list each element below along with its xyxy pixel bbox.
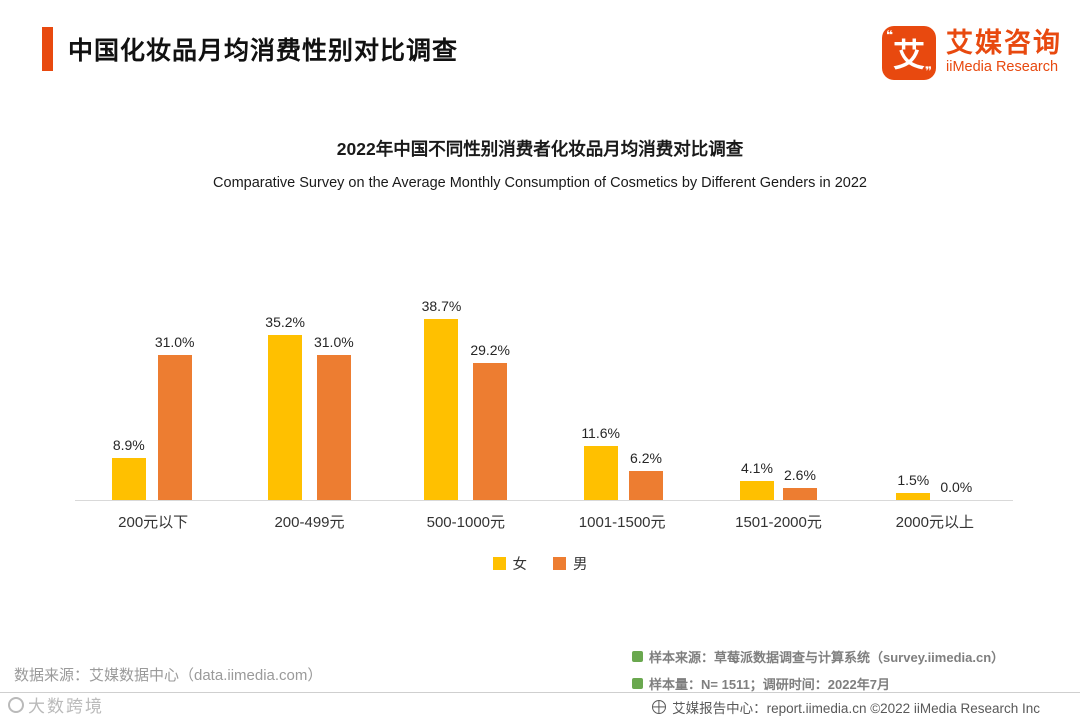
chart-title: 2022年中国不同性别消费者化妆品月均消费对比调查 [336, 139, 744, 159]
sample-notes: 样本来源：草莓派数据调查与计算系统（survey.iimedia.cn） 样本量… [632, 647, 1004, 701]
footer-text: 艾媒报告中心：report.iimedia.cn ©2022 iiMedia R… [672, 700, 1040, 716]
bar-女 [268, 335, 303, 500]
bar-group: 35.2% 31.0% 200-499元 [231, 295, 387, 532]
sample-size-text: 样本量：N= 1511；调研时间：2022年7月 [649, 677, 890, 692]
bar-wrap: 0.0% [939, 479, 973, 500]
chart-legend: 女男 [0, 553, 1080, 574]
bar-value-label: 31.0% [313, 334, 354, 350]
bar-女 [424, 319, 459, 500]
sample-source-line: 样本来源：草莓派数据调查与计算系统（survey.iimedia.cn） [632, 647, 1004, 666]
bar-wrap: 38.7% [421, 298, 462, 500]
logo-name-cn: 艾媒咨询 [946, 28, 1062, 59]
logo-glyph: 艾 [892, 37, 925, 73]
bar-value-label: 29.2% [470, 342, 511, 358]
legend-item-女: 女 [492, 553, 528, 574]
title-accent-bar [42, 27, 53, 71]
bar-value-label: 11.6% [581, 425, 620, 441]
bar-女 [896, 493, 931, 500]
bar-男 [782, 488, 817, 500]
bar-value-label: 38.7% [421, 298, 462, 314]
category-label: 500-1000元 [426, 514, 506, 531]
chart-subtitle: Comparative Survey on the Average Monthl… [213, 175, 867, 191]
bar-group: 4.1% 2.6% 1501-2000元 [700, 295, 856, 532]
report-footer: 艾媒报告中心：report.iimedia.cn ©2022 iiMedia R… [0, 692, 1080, 720]
bar-男 [157, 355, 192, 500]
legend-label: 女 [512, 557, 528, 573]
bar-value-label: 35.2% [265, 314, 305, 330]
bar-wrap: 29.2% [470, 342, 510, 500]
iimedia-logo-icon: 艾 [882, 26, 936, 80]
bar-男 [473, 363, 508, 500]
legend-label: 男 [573, 557, 588, 573]
logo-text: 艾媒咨询 iiMedia Research [946, 29, 1062, 76]
category-label: 1001-1500元 [578, 514, 666, 531]
bar-男 [628, 471, 663, 500]
globe-icon [652, 699, 667, 714]
category-label: 2000元以上 [895, 514, 974, 531]
iimedia-logo: 艾 艾媒咨询 iiMedia Research [882, 26, 1062, 80]
data-source-note: 数据来源：艾媒数据中心（data.iimedia.com） [14, 667, 323, 684]
bar-wrap: 35.2% [265, 314, 305, 500]
bar-group: 11.6% 6.2% 1001-1500元 [544, 295, 700, 532]
chart-header: 2022年中国不同性别消费者化妆品月均消费对比调查 Comparative Su… [0, 136, 1080, 191]
category-label: 200元以下 [118, 514, 189, 531]
sample-source-text: 样本来源：草莓派数据调查与计算系统（survey.iimedia.cn） [649, 650, 1005, 665]
bar-value-label: 4.1% [741, 460, 773, 476]
bar-value-label: 1.5% [897, 472, 930, 488]
logo-name-en: iiMedia Research [946, 59, 1059, 76]
category-label: 1501-2000元 [735, 514, 822, 531]
bar-value-label: 31.0% [154, 334, 195, 350]
bar-chart: 8.9% 31.0% 200元以下 35.2% 31.0% 200-499元 38.7% 29… [75, 295, 1013, 532]
bar-group: 1.5% 0.0% 2000元以上 [857, 295, 1013, 532]
watermark-icon [8, 696, 24, 713]
bar-wrap: 4.1% [739, 460, 774, 500]
bar-wrap: 1.5% [896, 472, 931, 500]
footer-text-wrap: 艾媒报告中心：report.iimedia.cn ©2022 iiMedia R… [652, 697, 1040, 717]
bar-wrap: 31.0% [314, 334, 354, 500]
bar-wrap: 31.0% [155, 334, 195, 500]
bar-女 [739, 481, 774, 500]
x-axis-line [75, 500, 1013, 501]
bar-value-label: 0.0% [940, 479, 973, 495]
bar-value-label: 6.2% [630, 450, 662, 466]
bar-value-label: 2.6% [784, 467, 816, 483]
bar-value-label: 8.9% [112, 437, 145, 453]
bar-wrap: 11.6% [581, 425, 620, 500]
bar-男 [316, 355, 351, 500]
note-icon [632, 651, 643, 662]
bar-女 [583, 446, 618, 500]
bar-wrap: 8.9% [111, 437, 146, 500]
watermark-text: 大数跨境 [28, 697, 104, 716]
sample-size-line: 样本量：N= 1511；调研时间：2022年7月 [632, 674, 1004, 693]
bar-wrap: 6.2% [628, 450, 663, 500]
watermark: 大数跨境 [8, 692, 104, 717]
page-title: 中国化妆品月均消费性别对比调查 [68, 37, 459, 65]
legend-swatch [553, 557, 566, 570]
bar-wrap: 2.6% [782, 467, 817, 500]
report-header: 中国化妆品月均消费性别对比调查 [42, 27, 458, 71]
legend-item-男: 男 [553, 553, 588, 574]
legend-swatch [492, 557, 506, 570]
bar-group: 8.9% 31.0% 200元以下 [75, 295, 231, 532]
bar-女 [111, 458, 146, 500]
bar-group: 38.7% 29.2% 500-1000元 [388, 295, 544, 532]
note-icon [632, 678, 643, 689]
category-label: 200-499元 [274, 514, 345, 531]
